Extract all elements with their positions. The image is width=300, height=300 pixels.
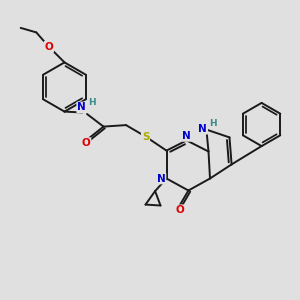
Text: N: N: [182, 131, 191, 141]
Text: H: H: [88, 98, 96, 107]
Text: O: O: [82, 138, 91, 148]
Text: N: N: [77, 102, 86, 112]
Text: N: N: [157, 173, 166, 184]
Text: O: O: [176, 205, 184, 215]
Text: O: O: [44, 42, 53, 52]
Text: S: S: [142, 131, 149, 142]
Text: N: N: [198, 124, 207, 134]
Text: H: H: [209, 119, 217, 128]
